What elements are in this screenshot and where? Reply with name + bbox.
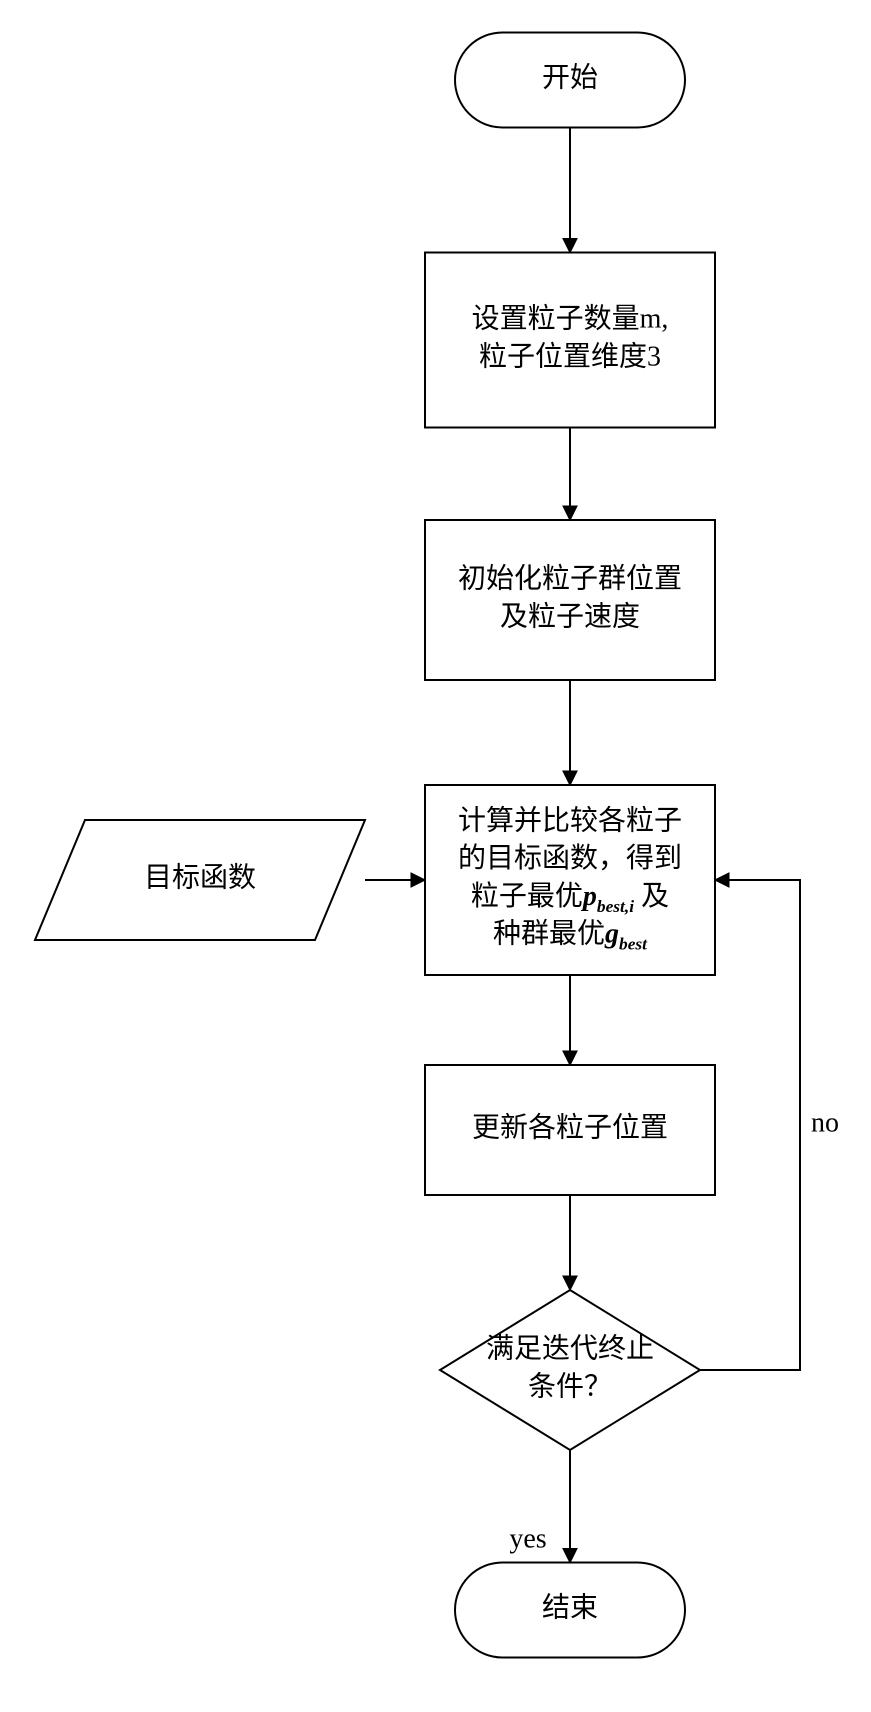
svg-text:及粒子速度: 及粒子速度	[500, 600, 640, 632]
svg-text:开始: 开始	[542, 61, 598, 93]
svg-text:粒子位置维度3: 粒子位置维度3	[479, 340, 661, 372]
svg-text:初始化粒子群位置: 初始化粒子群位置	[458, 563, 682, 595]
svg-text:结束: 结束	[542, 1591, 598, 1623]
edge-label-no: no	[811, 1107, 839, 1138]
svg-text:更新各粒子位置: 更新各粒子位置	[472, 1111, 668, 1143]
svg-text:的目标函数，得到: 的目标函数，得到	[458, 843, 682, 875]
edge-label: yes	[509, 1524, 546, 1555]
svg-text:设置粒子数量m,: 设置粒子数量m,	[472, 303, 669, 335]
svg-text:目标函数: 目标函数	[144, 861, 256, 893]
svg-text:粒子最优pbest,i 及: 粒子最优pbest,i 及	[471, 880, 669, 916]
svg-text:种群最优gbest: 种群最优gbest	[493, 918, 648, 954]
svg-text:计算并比较各粒子: 计算并比较各粒子	[458, 805, 682, 837]
svg-text:条件？: 条件？	[528, 1370, 612, 1402]
svg-text:满足迭代终止: 满足迭代终止	[486, 1333, 654, 1365]
